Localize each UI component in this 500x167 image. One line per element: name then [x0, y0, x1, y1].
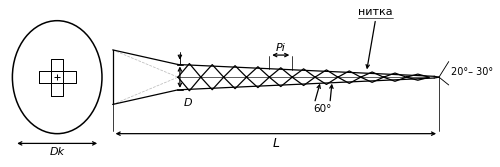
Text: 60°: 60° [313, 104, 332, 114]
Text: D: D [184, 98, 192, 108]
Text: L: L [272, 137, 280, 150]
Text: нитка: нитка [358, 7, 393, 17]
Text: Dk: Dk [50, 147, 64, 157]
Polygon shape [38, 71, 76, 83]
Ellipse shape [12, 21, 102, 134]
Text: Pi: Pi [276, 43, 285, 53]
Text: 20°– 30°: 20°– 30° [450, 67, 493, 77]
Polygon shape [52, 59, 63, 96]
